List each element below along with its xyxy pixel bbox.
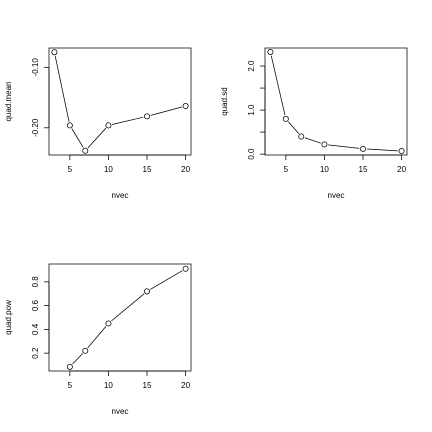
x-axis-title: nvec xyxy=(328,191,345,200)
series-segment xyxy=(87,127,107,149)
x-tick-label: 5 xyxy=(68,165,73,174)
y-axis-title: quad.pow xyxy=(4,300,13,335)
x-tick-label: 5 xyxy=(284,165,289,174)
y-tick-label: 1.0 xyxy=(247,104,256,116)
plot-frame xyxy=(48,263,192,372)
data-point xyxy=(360,145,366,152)
series-segment xyxy=(366,148,398,152)
x-axis-title: nvec xyxy=(112,407,129,416)
data-point xyxy=(105,320,112,327)
y-tick-label: -0.10 xyxy=(31,58,40,77)
data-point xyxy=(66,122,73,129)
data-point xyxy=(82,347,89,354)
x-tick-label: 20 xyxy=(181,381,190,390)
data-point xyxy=(282,115,289,122)
series-segment xyxy=(87,326,107,349)
data-point xyxy=(144,288,150,295)
x-tick-label: 15 xyxy=(359,165,368,174)
y-tick-label: 0.0 xyxy=(247,148,256,160)
data-point xyxy=(398,148,405,155)
series-segment xyxy=(304,137,321,144)
series-segment xyxy=(71,128,84,148)
y-tick-label: 0.4 xyxy=(31,323,40,335)
y-axis-title: quad.sd xyxy=(220,87,229,115)
y-tick-label: 2.0 xyxy=(247,60,256,72)
x-tick-label: 10 xyxy=(104,381,113,390)
y-tick-label: 0.6 xyxy=(31,300,40,312)
x-tick-label: 10 xyxy=(104,165,113,174)
data-point xyxy=(182,103,189,110)
data-point xyxy=(321,141,328,148)
series-segment xyxy=(112,116,144,125)
data-point xyxy=(267,48,274,55)
x-tick-label: 15 xyxy=(143,165,152,174)
x-tick-label: 15 xyxy=(143,381,152,390)
panel-quad-mean: 5 10 15 20 -0.20 -0.10 nvec quad.mean xyxy=(4,47,192,200)
panel-quad-sd: 5 10 15 20 0.0 1.0 2.0 nvec quad.sd xyxy=(220,47,408,200)
series-segment xyxy=(288,121,300,134)
series-segment xyxy=(328,144,360,149)
x-axis-title: nvec xyxy=(112,191,129,200)
data-point xyxy=(82,147,89,154)
data-point xyxy=(144,113,150,120)
y-tick-label: 0.2 xyxy=(31,347,40,359)
data-point xyxy=(182,265,189,272)
series-segment xyxy=(72,353,83,365)
series-segment xyxy=(150,106,183,116)
x-tick-label: 10 xyxy=(320,165,329,174)
data-point xyxy=(51,49,58,56)
data-point xyxy=(298,133,305,140)
y-tick-label: 0.8 xyxy=(31,276,40,288)
data-point xyxy=(66,363,73,370)
data-point xyxy=(105,122,112,129)
plot-frame xyxy=(264,47,408,156)
x-tick-label: 20 xyxy=(397,165,406,174)
series-segment xyxy=(150,270,183,290)
x-tick-label: 5 xyxy=(68,381,73,390)
plot-frame xyxy=(48,47,192,156)
series-segment xyxy=(54,55,70,122)
series-segment xyxy=(111,293,145,322)
panel-quad-pow: 5 10 15 20 0.2 0.4 0.6 0.8 nvec quad.pow xyxy=(4,263,192,416)
x-tick-label: 20 xyxy=(181,165,190,174)
series-segment xyxy=(270,55,286,116)
y-tick-label: -0.20 xyxy=(31,118,40,137)
y-axis-title: quad.mean xyxy=(4,81,13,121)
